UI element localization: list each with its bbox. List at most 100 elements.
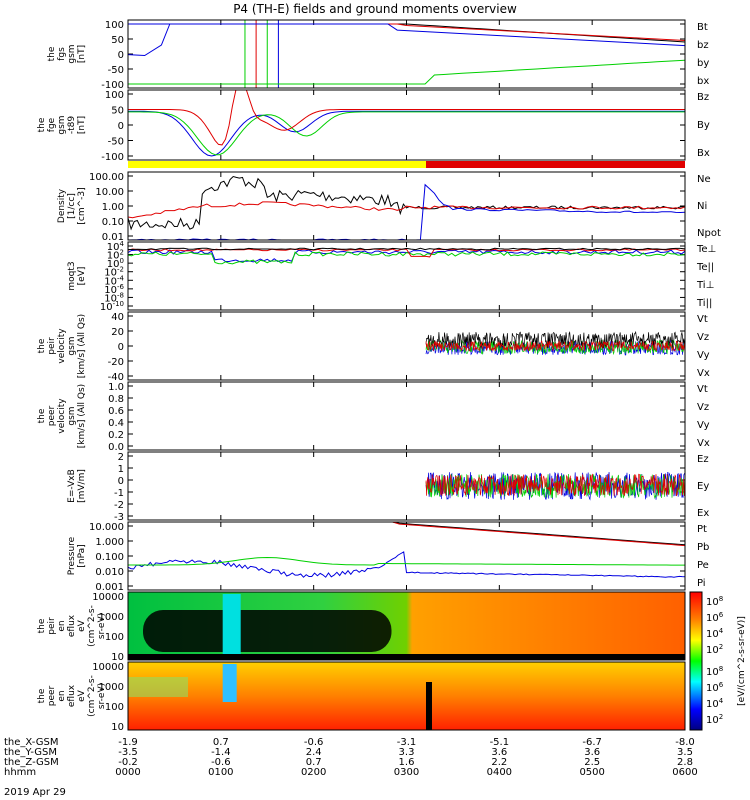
- y-axis-label-fge: [nT]: [77, 116, 87, 134]
- y-tick-label-fgs: -100: [101, 80, 124, 91]
- series-bt: [128, 23, 686, 43]
- x-row-value: -8.0: [675, 737, 695, 748]
- colorbar-tick: 108: [706, 595, 723, 608]
- legend-efield: Ez: [697, 454, 709, 465]
- x-row-value: 0.7: [213, 737, 229, 748]
- y-axis-label-peer_eflux: sr-eV): [97, 683, 107, 709]
- y-tick-label-fgs: -50: [108, 65, 124, 76]
- legend-pressure: Pt: [697, 524, 707, 535]
- y-axis-label-peir_eflux: eV: [77, 619, 87, 632]
- x-row-value: 0400: [487, 767, 512, 778]
- y-tick-label-temperature: 104: [107, 240, 125, 253]
- y-tick-label-fgs: 0: [118, 50, 124, 61]
- y-axis-label-peer_velocity: [km/s] (All Qs): [77, 384, 87, 448]
- y-axis-label-peir_eflux: (cm^2-s-: [87, 605, 97, 647]
- series-bx: [128, 110, 685, 157]
- y-axis-label-fgs: fgs: [57, 47, 67, 61]
- y-tick-label-pressure: 10.000: [89, 522, 124, 533]
- x-row-value: -3.1: [397, 737, 417, 748]
- legend-peer_velocity: Vx: [697, 438, 710, 449]
- x-row-value: 2.2: [491, 757, 507, 768]
- colorbar-tick: 104: [706, 627, 724, 640]
- y-tick-label-temperature: 10-8: [104, 291, 124, 304]
- panel-frame: [127, 451, 686, 521]
- y-tick-label-efield: -1: [114, 488, 124, 499]
- y-axis-label-peir_velocity: [km/s] (All Qs): [77, 314, 87, 378]
- legend-temperature: Ti||: [696, 298, 712, 309]
- panel-peer_eflux: the peer en eflux eV (cm^2-s-sr-eV) 10000 1000 1…: [37, 662, 686, 733]
- y-tick-label-peer_eflux: 10: [111, 722, 124, 733]
- panel-frame: [127, 311, 686, 381]
- colorbar: 108 106 104 102 108 106 104 102 [eV/(cm^2-s-sr-e…: [689, 591, 747, 731]
- legend-density: Npot: [697, 228, 721, 239]
- y-tick-label-fgs: 50: [111, 35, 124, 46]
- y-axis-label-temperature: moqt3: [67, 261, 77, 290]
- y-tick-label-efield: -3: [114, 512, 124, 523]
- y-tick-label-efield: 1: [118, 464, 124, 475]
- spectrogram-ion-gap: [143, 610, 392, 652]
- colorbar-tick: 106: [706, 681, 724, 694]
- y-tick-label-peir_eflux: 1000: [99, 612, 124, 623]
- colorbar-tick: 108: [706, 665, 723, 678]
- legend-fge: Bz: [697, 92, 709, 103]
- legend-peir_velocity: Vt: [697, 314, 708, 325]
- legend-pressure: Pb: [697, 542, 709, 553]
- y-axis-label-density: [1/cc]: [67, 193, 77, 219]
- series-bx: [127, 23, 171, 57]
- y-tick-label-pressure: 0.010: [95, 567, 124, 578]
- y-axis-label-fgs: gsm: [67, 44, 77, 63]
- series-bx: [128, 23, 686, 47]
- y-tick-label-density: 0.10: [102, 217, 124, 228]
- y-tick-label-peer_velocity: 1.0: [108, 382, 124, 393]
- mode-bar-yellow: [128, 161, 426, 168]
- y-axis-label-peir_velocity: gsm: [67, 336, 77, 355]
- y-tick-label-temperature: 10-4: [104, 274, 124, 287]
- y-axis-label-peir_eflux: peir: [47, 617, 57, 635]
- colorbar-label: [eV/(cm^2-s-sr-eV)]: [737, 616, 747, 706]
- y-axis-label-peer_eflux: en: [57, 690, 67, 701]
- y-tick-label-peer_velocity: 0.8: [108, 394, 124, 405]
- y-tick-label-peer_velocity: 0.2: [108, 430, 124, 441]
- legend-peer_velocity: Vt: [697, 384, 708, 395]
- legend-pressure: Pi: [697, 578, 706, 589]
- y-axis-label-density: [cm^-3]: [77, 187, 87, 224]
- legend-pressure: Pe: [697, 560, 709, 571]
- x-row-label: the_Z-GSM: [4, 757, 59, 768]
- legend-peir_velocity: Vy: [697, 350, 710, 361]
- legend-temperature: Te||: [696, 262, 714, 273]
- x-row-value: 0600: [672, 767, 697, 778]
- panel-frame: [127, 171, 686, 241]
- y-tick-label-peir_velocity: -40: [108, 372, 124, 383]
- y-tick-label-peir_eflux: 100: [105, 632, 124, 643]
- mode-bar-red: [425, 161, 685, 168]
- legend-fgs: bx: [697, 76, 709, 87]
- series-by: [128, 59, 686, 85]
- y-axis-label-peer_velocity: peer: [47, 405, 57, 426]
- y-axis-label-density: Density: [57, 188, 67, 223]
- x-row-value: 0000: [115, 767, 140, 778]
- colorbar-tick: 102: [706, 713, 723, 726]
- x-row-value: 3.3: [399, 747, 415, 758]
- panel-pressure: Pressure [nPa] 10.000 1.000 0.100 0.010 0.001 P…: [67, 521, 709, 593]
- spectrogram-ion-floor: [128, 654, 685, 660]
- y-axis-label-peer_eflux: eflux: [67, 684, 77, 707]
- y-tick-label-temperature: 10-6: [104, 283, 124, 296]
- panel-fgs: the fgs gsm [nT] 100 50 0 -50 -100 Bt bz by bx: [47, 20, 709, 91]
- spectrogram-electron-green: [128, 677, 188, 697]
- x-row-value: 0100: [208, 767, 233, 778]
- y-axis-label-peir_eflux: the: [37, 618, 47, 633]
- y-axis-label-peer_velocity: gsm: [67, 406, 77, 425]
- legend-efield: Ex: [697, 508, 709, 519]
- x-row-value: -1.4: [211, 747, 231, 758]
- y-tick-label-pressure: 1.000: [95, 537, 124, 548]
- y-tick-label-pressure: 0.100: [95, 552, 124, 563]
- y-tick-label-peir_velocity: -20: [108, 357, 124, 368]
- series-ti-perp: [127, 249, 686, 263]
- x-row-label: hhmm: [4, 767, 36, 778]
- panel-frame: [127, 381, 686, 451]
- y-tick-label-efield: 0: [118, 476, 124, 487]
- series-efield-green: [425, 473, 686, 500]
- panel-peir_velocity: the peir velocity gsm [km/s] (All Qs) 40 20 0 -2…: [37, 312, 710, 383]
- y-axis-label-fge: -t89: [67, 116, 77, 135]
